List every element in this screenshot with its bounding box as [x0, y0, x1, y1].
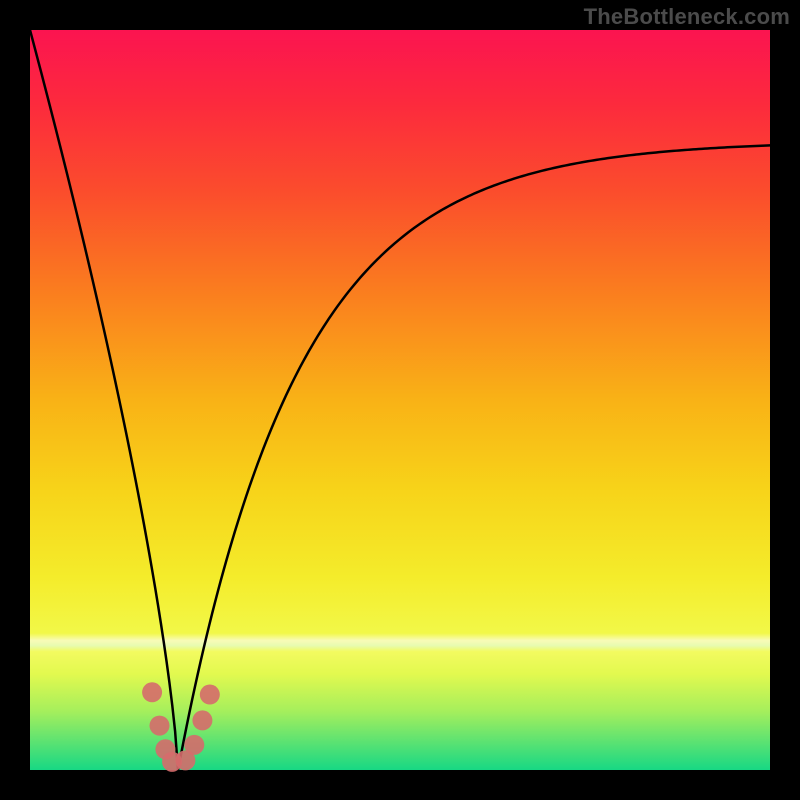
dip-marker	[184, 735, 204, 755]
bottleneck-curve-chart	[0, 0, 800, 800]
dip-marker	[192, 710, 212, 730]
chart-container: TheBottleneck.com	[0, 0, 800, 800]
watermark-text: TheBottleneck.com	[584, 4, 790, 30]
dip-marker	[142, 682, 162, 702]
chart-gradient-bg	[30, 30, 770, 770]
dip-marker	[200, 685, 220, 705]
dip-marker	[150, 716, 170, 736]
